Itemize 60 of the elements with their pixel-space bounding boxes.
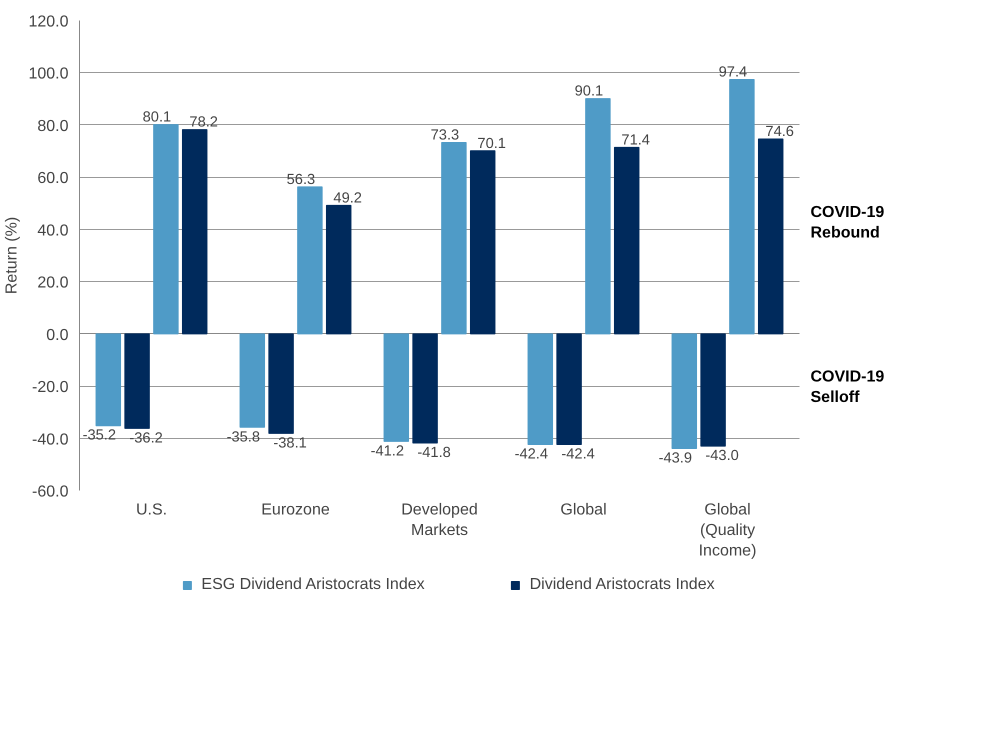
bar: [412, 333, 438, 444]
data-label: 73.3: [430, 127, 460, 144]
bar: [556, 333, 582, 446]
data-label: -41.2: [370, 443, 404, 460]
legend-label: Dividend Aristocrats Index: [530, 576, 715, 594]
bar: [297, 186, 323, 334]
x-tick-label: Eurozone: [261, 502, 330, 518]
bar: [268, 333, 294, 434]
data-label: -43.0: [705, 448, 739, 464]
data-label: -35.8: [226, 429, 260, 446]
y-tick-label: 100.0: [28, 66, 69, 83]
data-label: -36.2: [129, 430, 163, 446]
text: COVID-19 Rebound: [810, 204, 884, 242]
bar: [326, 204, 352, 334]
y-tick-label: -20.0: [32, 379, 69, 396]
y-tick-label: 20.0: [37, 274, 69, 292]
y-tick-label: 80.0: [37, 118, 69, 135]
bar: [240, 333, 266, 428]
bar: [672, 333, 698, 449]
data-label: -35.2: [82, 428, 116, 444]
bar: [758, 138, 784, 334]
bar: [585, 98, 611, 334]
y-tick-label: 120.0: [28, 14, 69, 30]
bar: [729, 79, 755, 334]
bar: [614, 146, 640, 334]
x-tick-label: Global (Quality Income): [698, 502, 756, 560]
bar: [441, 142, 467, 334]
x-tick-label: Developed Markets: [401, 502, 478, 539]
data-label: 80.1: [142, 110, 172, 126]
bar: [470, 150, 496, 334]
data-label: -43.9: [658, 450, 692, 466]
data-label: -41.8: [417, 444, 451, 461]
bar: [528, 333, 554, 446]
x-tick-label: U.S.: [136, 502, 168, 518]
y-tick-label: 40.0: [37, 222, 69, 240]
data-label: 70.1: [477, 136, 506, 152]
y-axis-title: Return (%): [3, 216, 20, 294]
x-tick-label: Global: [560, 502, 607, 518]
data-label: -42.4: [561, 446, 595, 463]
data-label: 74.6: [765, 124, 794, 140]
data-label: 78.2: [189, 114, 218, 131]
data-label: -42.4: [514, 446, 548, 463]
data-label: 97.4: [718, 64, 748, 81]
y-tick-label: -60.0: [32, 484, 69, 500]
legend-label: ESG Dividend Aristocrats Index: [201, 576, 425, 594]
bar: [124, 333, 150, 429]
bar: [384, 333, 410, 442]
data-label: 90.1: [574, 84, 604, 100]
bar: [96, 333, 122, 426]
data-label: 49.2: [333, 190, 362, 206]
bar: [700, 333, 726, 447]
data-label: 56.3: [286, 172, 316, 188]
text: COVID-19 Selloff: [810, 368, 884, 406]
y-tick-label: -40.0: [32, 431, 69, 448]
data-label: -38.1: [273, 435, 307, 452]
bar: [153, 124, 179, 334]
data-label: 71.4: [621, 132, 650, 148]
y-tick-label: 60.0: [37, 170, 69, 188]
bar: [182, 129, 208, 334]
y-tick-label: 0.0: [46, 326, 69, 344]
